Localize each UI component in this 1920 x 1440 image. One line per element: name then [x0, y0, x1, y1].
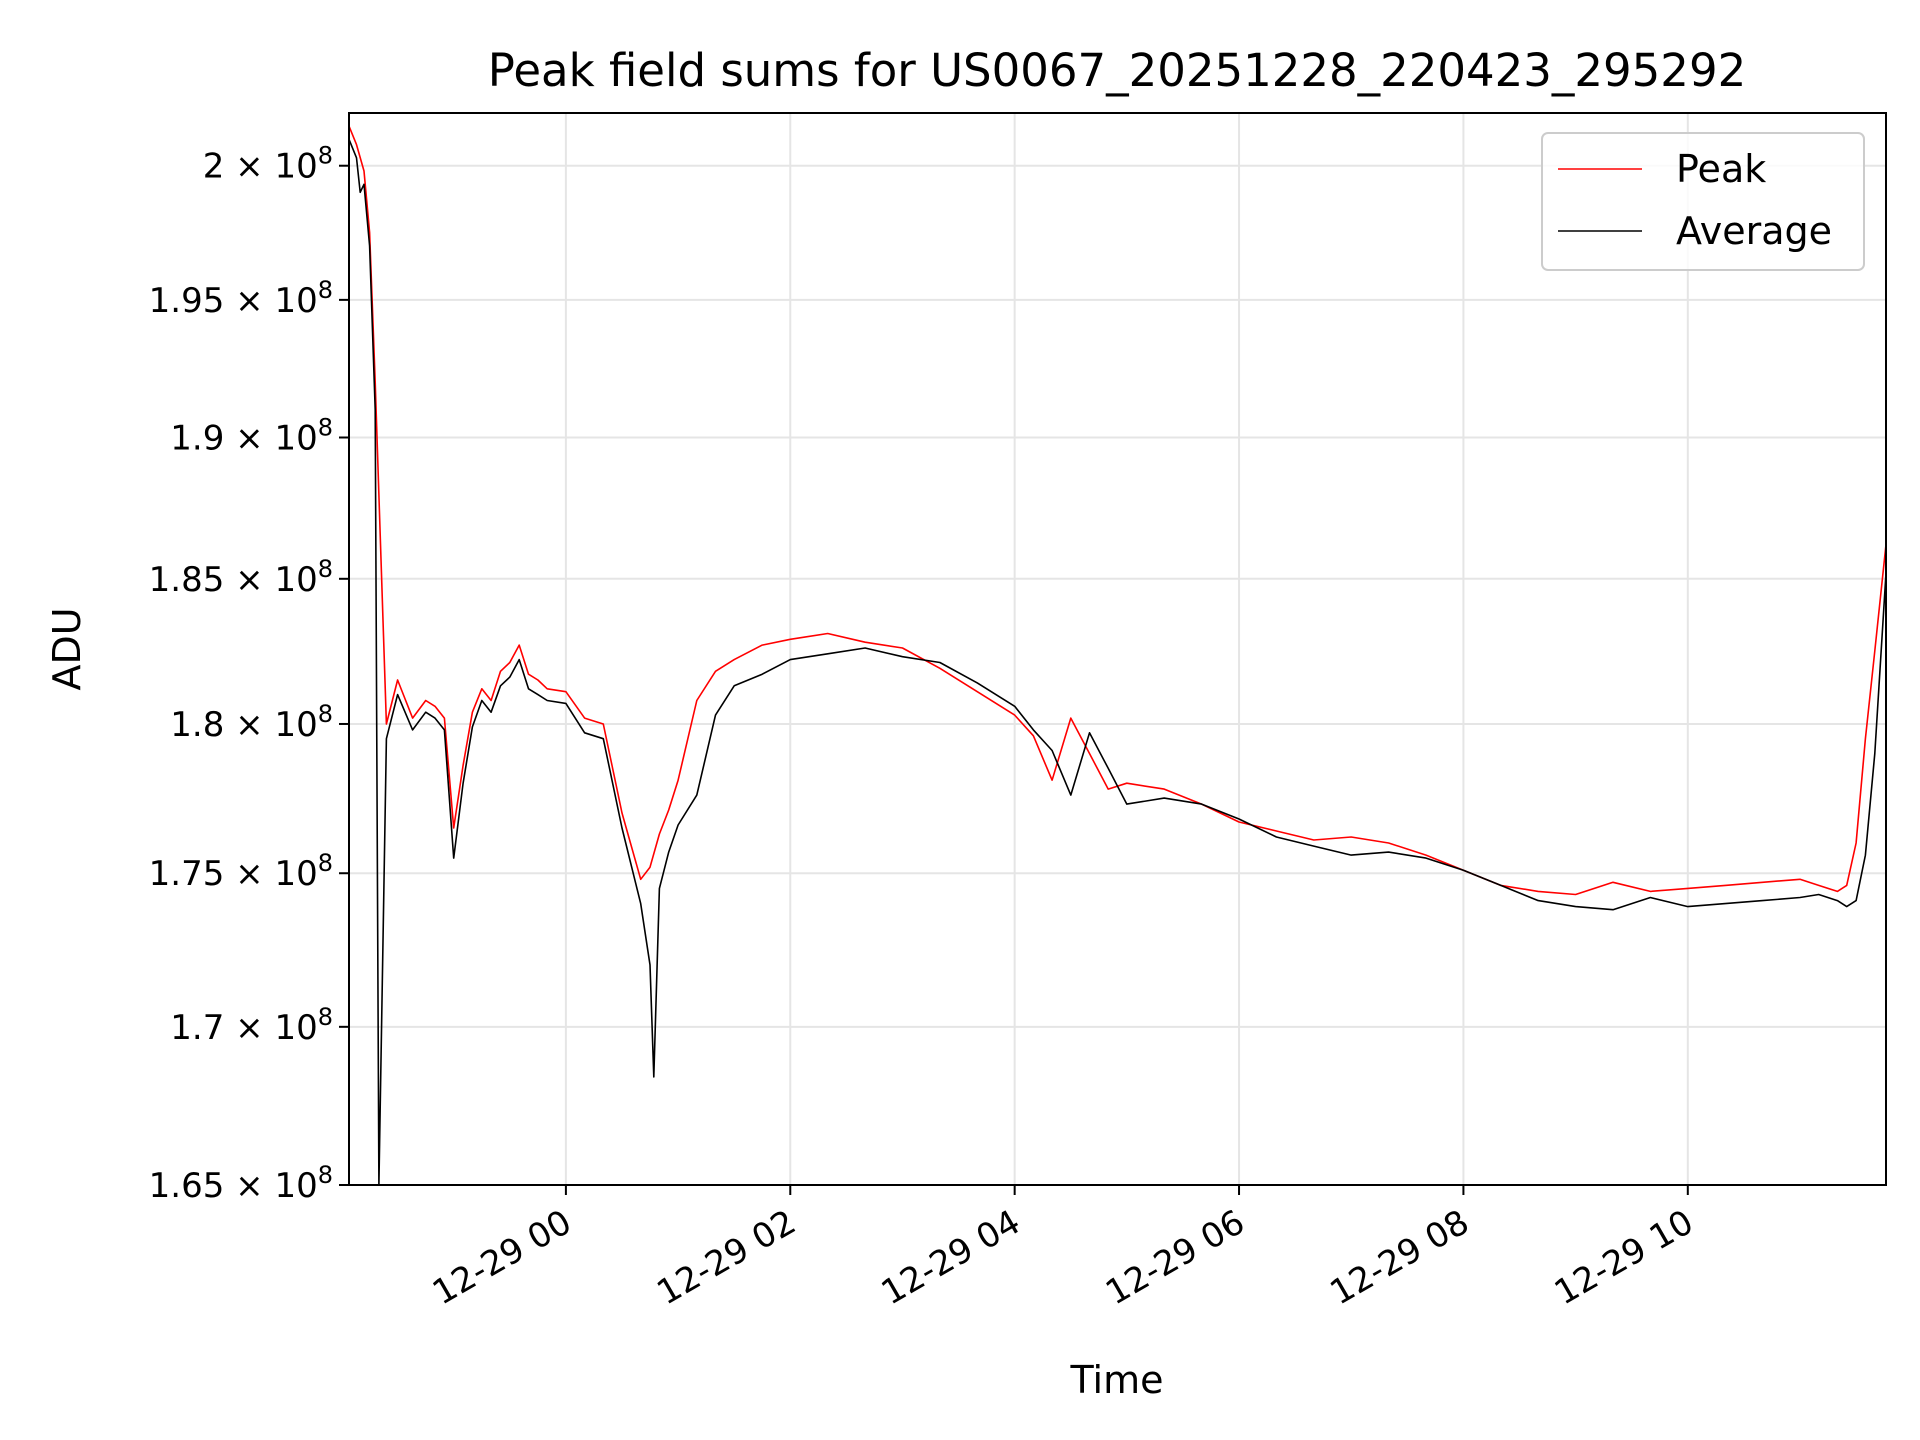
x-axis-label: Time	[1070, 1358, 1164, 1402]
y-axis-label: ADU	[45, 607, 89, 690]
series-line-peak	[348, 125, 1887, 896]
y-tick-label: 1.7 × 108	[170, 1003, 333, 1048]
y-tick-label: 1.9 × 108	[170, 413, 333, 458]
legend-box	[1541, 132, 1865, 271]
plot-area-frame	[348, 112, 1887, 1186]
plot-series	[348, 125, 1887, 1186]
chart-title: Peak field sums for US0067_20251228_2204…	[488, 44, 1746, 97]
series-line-average	[348, 138, 1887, 1186]
y-tick-label: 1.75 × 108	[149, 849, 333, 894]
grid-lines	[349, 113, 1886, 1186]
y-tick-label: 1.95 × 108	[149, 276, 333, 321]
y-axis-ticks: 1.65 × 108 1.7 × 108 1.75 × 108 1.8 × 108 1.…	[149, 142, 349, 1206]
y-tick-label: 1.65 × 108	[149, 1161, 333, 1206]
legend-label-average: Average	[1676, 209, 1832, 253]
y-tick-label: 2 × 108	[203, 142, 333, 187]
legend: Peak Average	[1541, 132, 1865, 271]
y-tick-label: 1.8 × 108	[170, 700, 333, 745]
legend-label-peak: Peak	[1676, 147, 1766, 191]
y-tick-label: 1.85 × 108	[149, 555, 333, 600]
